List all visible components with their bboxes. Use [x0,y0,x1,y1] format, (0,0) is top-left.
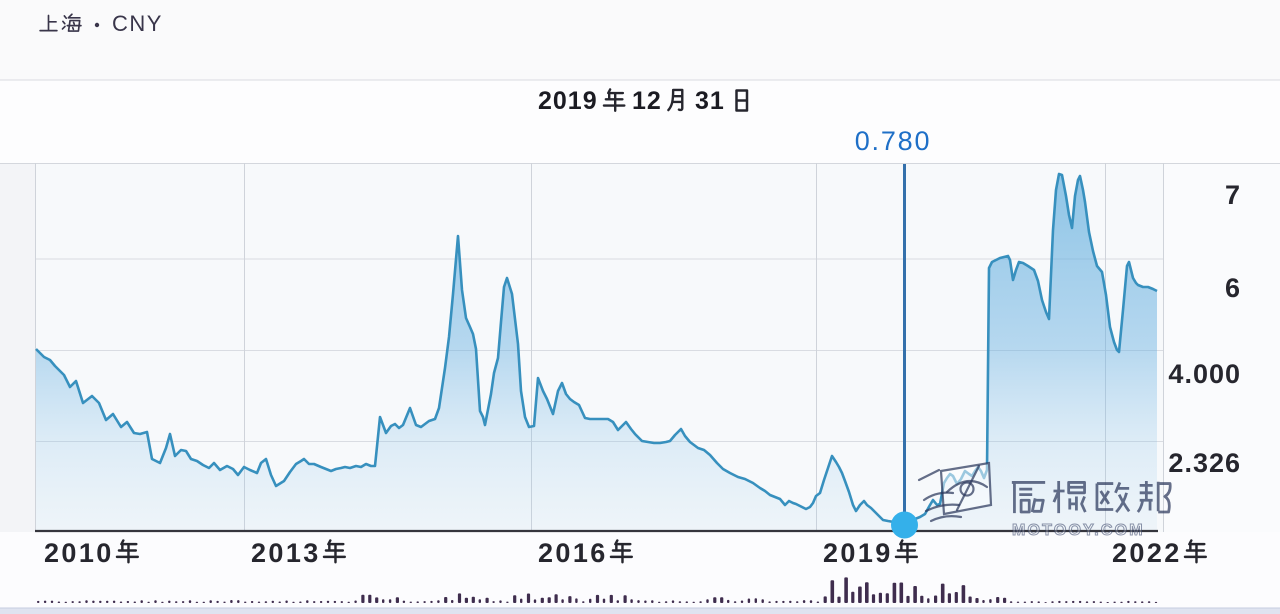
svg-text:12: 12 [632,87,662,115]
svg-text:2013: 2013 [251,538,321,568]
svg-text:2019: 2019 [823,538,893,568]
svg-text:6: 6 [1225,273,1241,303]
svg-text:2019: 2019 [538,87,598,115]
svg-text:2010: 2010 [44,538,114,568]
svg-text:CNY: CNY [112,11,163,36]
svg-text:4.000: 4.000 [1168,359,1241,389]
svg-text:2.326: 2.326 [1168,448,1241,478]
svg-text:7: 7 [1225,180,1241,210]
svg-text:2016: 2016 [538,538,608,568]
svg-text:31: 31 [695,87,725,115]
svg-text:2022: 2022 [1112,538,1182,568]
svg-text:0.780: 0.780 [855,126,932,156]
svg-text:MOTOOY.COM: MOTOOY.COM [1012,522,1145,539]
